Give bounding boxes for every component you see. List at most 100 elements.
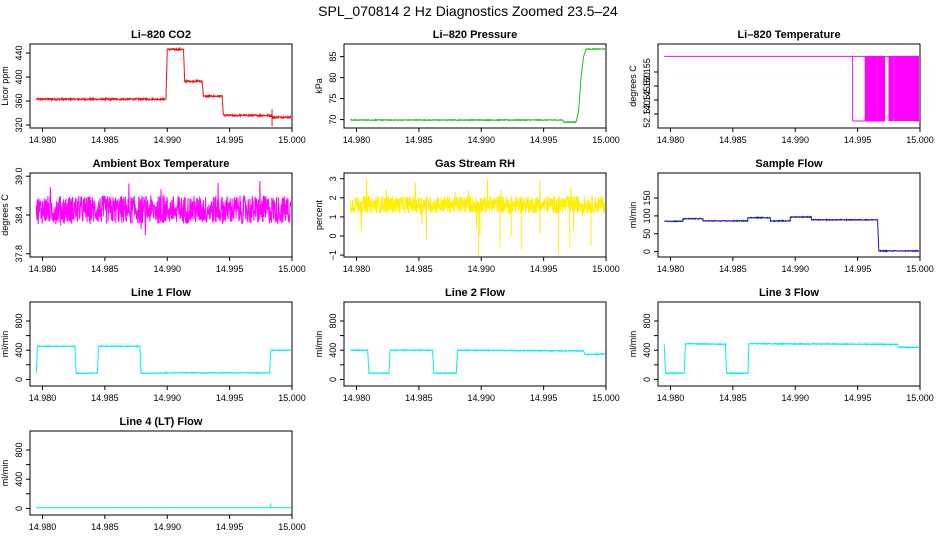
page-title: SPL_070814 2 Hz Diagnostics Zoomed 23.5–… [318, 3, 618, 19]
chart-panel-2: Li–820 Pressure kPa 14.980 14.985 14.990 14.9… [314, 29, 620, 145]
y-tick-label: 52.145 [642, 86, 652, 114]
y-axis-label: kPa [314, 78, 324, 94]
y-tick-label: 75 [328, 94, 338, 104]
y-tick-label: 52.140 [642, 100, 652, 128]
chart-title: Sample Flow [755, 158, 823, 170]
series [35, 180, 291, 235]
y-tick-label: 3 [328, 176, 338, 181]
y-tick-label: 0 [328, 233, 338, 238]
chart-panel-5: Gas Stream RH percent 14.980 14.985 14.990 14… [314, 158, 620, 274]
x-tick-label: 14.995 [216, 264, 244, 274]
x-tick-label: 14.990 [781, 393, 809, 403]
x-tick-label: 14.990 [781, 135, 809, 145]
x-tick-label: 14.995 [530, 135, 558, 145]
x-tick-label: 14.985 [91, 393, 119, 403]
series-line [349, 348, 605, 375]
series [349, 47, 605, 124]
y-tick-label: 400 [14, 343, 24, 358]
y-tick-label: 400 [14, 69, 24, 84]
x-tick-label: 14.995 [530, 264, 558, 274]
x-tick-label: 15.000 [278, 522, 306, 532]
y-axis-label: degrees C [628, 65, 638, 107]
series-line [349, 178, 605, 256]
chart-title: Line 3 Flow [759, 287, 819, 299]
x-tick-label: 15.000 [906, 393, 934, 403]
y-axis-label: ml/min [314, 331, 324, 358]
y-tick-label: 85 [328, 52, 338, 62]
x-tick-label: 14.985 [719, 393, 747, 403]
series-line [664, 55, 919, 122]
x-tick-label: 15.000 [278, 135, 306, 145]
series [664, 55, 919, 122]
y-tick-label: 100 [642, 208, 652, 223]
x-tick-label: 14.990 [153, 393, 181, 403]
x-tick-label: 15.000 [592, 393, 620, 403]
x-tick-label: 14.980 [29, 393, 57, 403]
series [349, 348, 605, 375]
y-tick-label: 52.150 [642, 72, 652, 100]
y-tick-label: 150 [642, 191, 652, 206]
chart-title: Line 2 Flow [445, 287, 505, 299]
plot-frame [343, 172, 607, 258]
chart-panel-10: Line 4 (LT) Flow ml/min 14.980 14.985 14.990… [0, 416, 306, 532]
y-tick-label: 0 [14, 377, 24, 382]
plot-frame [657, 172, 921, 258]
x-tick-label: 14.995 [216, 522, 244, 532]
y-tick-label: 52.155 [642, 58, 652, 86]
y-axis-label: Licor ppm [0, 66, 10, 106]
series-line [349, 47, 605, 124]
plot-frame [657, 301, 921, 387]
x-tick-label: 14.985 [91, 135, 119, 145]
x-tick-label: 15.000 [906, 135, 934, 145]
y-axis-label: ml/min [0, 331, 10, 358]
x-tick-label: 14.985 [405, 135, 433, 145]
y-tick-label: 2 [328, 195, 338, 200]
x-tick-label: 14.990 [153, 522, 181, 532]
chart-panel-6: Sample Flow ml/min 14.980 14.985 14.990 14.99… [628, 158, 934, 274]
series-line [664, 215, 919, 253]
series-line [35, 46, 291, 127]
x-tick-label: 14.980 [343, 264, 371, 274]
x-tick-label: 14.980 [343, 393, 371, 403]
x-tick-label: 14.985 [405, 264, 433, 274]
plot-frame [29, 301, 293, 387]
series [663, 342, 919, 375]
y-tick-label: 800 [14, 313, 24, 328]
series-line [35, 344, 291, 375]
y-tick-label: 50 [642, 229, 652, 239]
y-axis-label: degrees C [0, 194, 10, 236]
series-line [35, 180, 291, 235]
chart-panel-4: Ambient Box Temperature degrees C 14.980 14… [0, 158, 306, 274]
x-tick-label: 14.995 [844, 135, 872, 145]
chart-panel-3: Li–820 Temperature degrees C 14.980 14.985 1… [628, 29, 934, 145]
x-tick-label: 14.990 [467, 135, 495, 145]
y-tick-label: 320 [14, 117, 24, 132]
y-axis-label: ml/min [0, 460, 10, 487]
y-tick-label: 400 [642, 343, 652, 358]
x-tick-label: 14.980 [657, 393, 685, 403]
x-tick-label: 14.990 [467, 393, 495, 403]
plot-frame [343, 43, 607, 129]
y-tick-label: 360 [14, 93, 24, 108]
series [36, 503, 291, 509]
x-tick-label: 14.985 [719, 264, 747, 274]
y-tick-label: 38.4 [14, 206, 24, 224]
y-tick-label: 80 [328, 73, 338, 83]
plot-frame [29, 430, 293, 516]
y-tick-label: 800 [14, 442, 24, 457]
x-tick-label: 14.995 [844, 264, 872, 274]
x-tick-label: 14.995 [216, 393, 244, 403]
chart-title: Ambient Box Temperature [93, 158, 230, 170]
chart-title: Line 4 (LT) Flow [120, 416, 203, 428]
y-tick-label: 400 [14, 472, 24, 487]
x-tick-label: 15.000 [278, 264, 306, 274]
series [349, 178, 605, 256]
chart-title: Li–820 Pressure [433, 29, 517, 41]
x-tick-label: 14.980 [657, 135, 685, 145]
x-tick-label: 14.995 [844, 393, 872, 403]
chart-title: Li–820 CO2 [131, 29, 191, 41]
y-tick-label: 70 [328, 115, 338, 125]
chart-panel-1: Li–820 CO2 Licor ppm 14.980 14.985 14.990 14.… [0, 29, 306, 145]
x-tick-label: 15.000 [592, 135, 620, 145]
